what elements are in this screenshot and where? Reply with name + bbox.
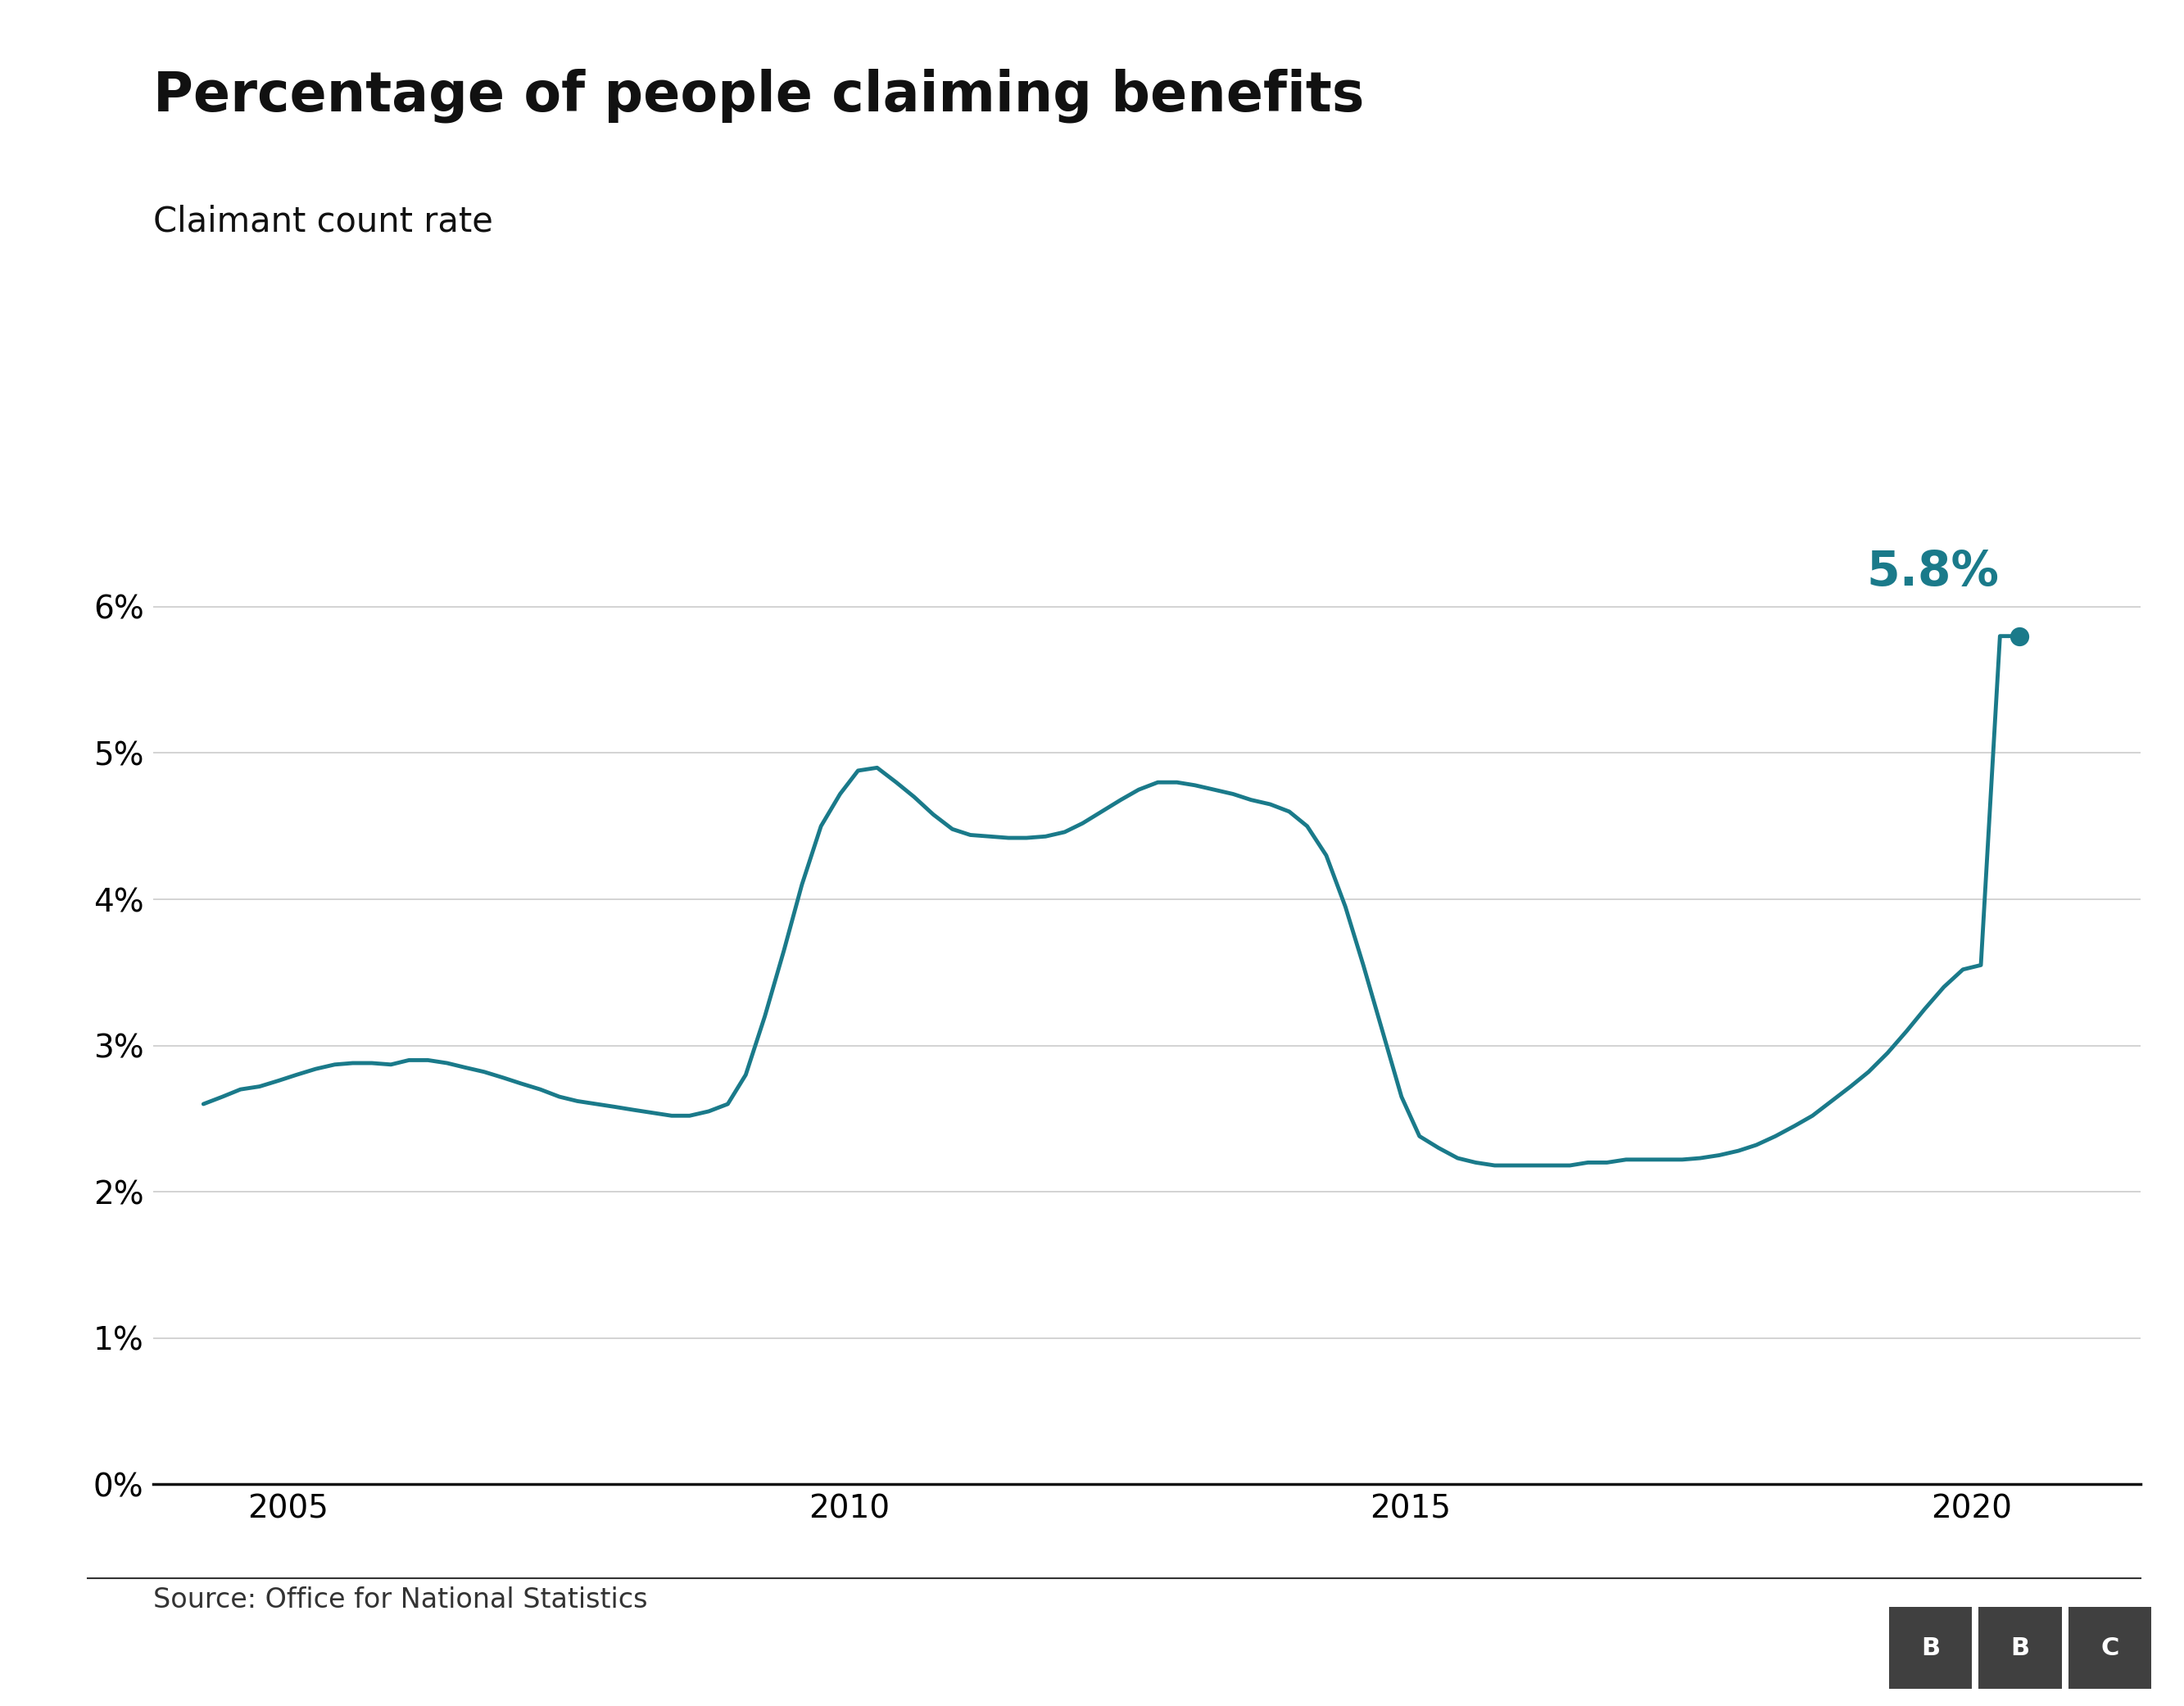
Text: C: C [2101,1636,2118,1660]
Text: Claimant count rate: Claimant count rate [153,205,494,239]
Text: B: B [1922,1636,1939,1660]
Text: Percentage of people claiming benefits: Percentage of people claiming benefits [153,68,1365,123]
Point [2001,623,2035,650]
Text: B: B [2011,1636,2029,1660]
Text: Source: Office for National Statistics: Source: Office for National Statistics [153,1587,646,1614]
Text: 5.8%: 5.8% [1865,548,1998,595]
